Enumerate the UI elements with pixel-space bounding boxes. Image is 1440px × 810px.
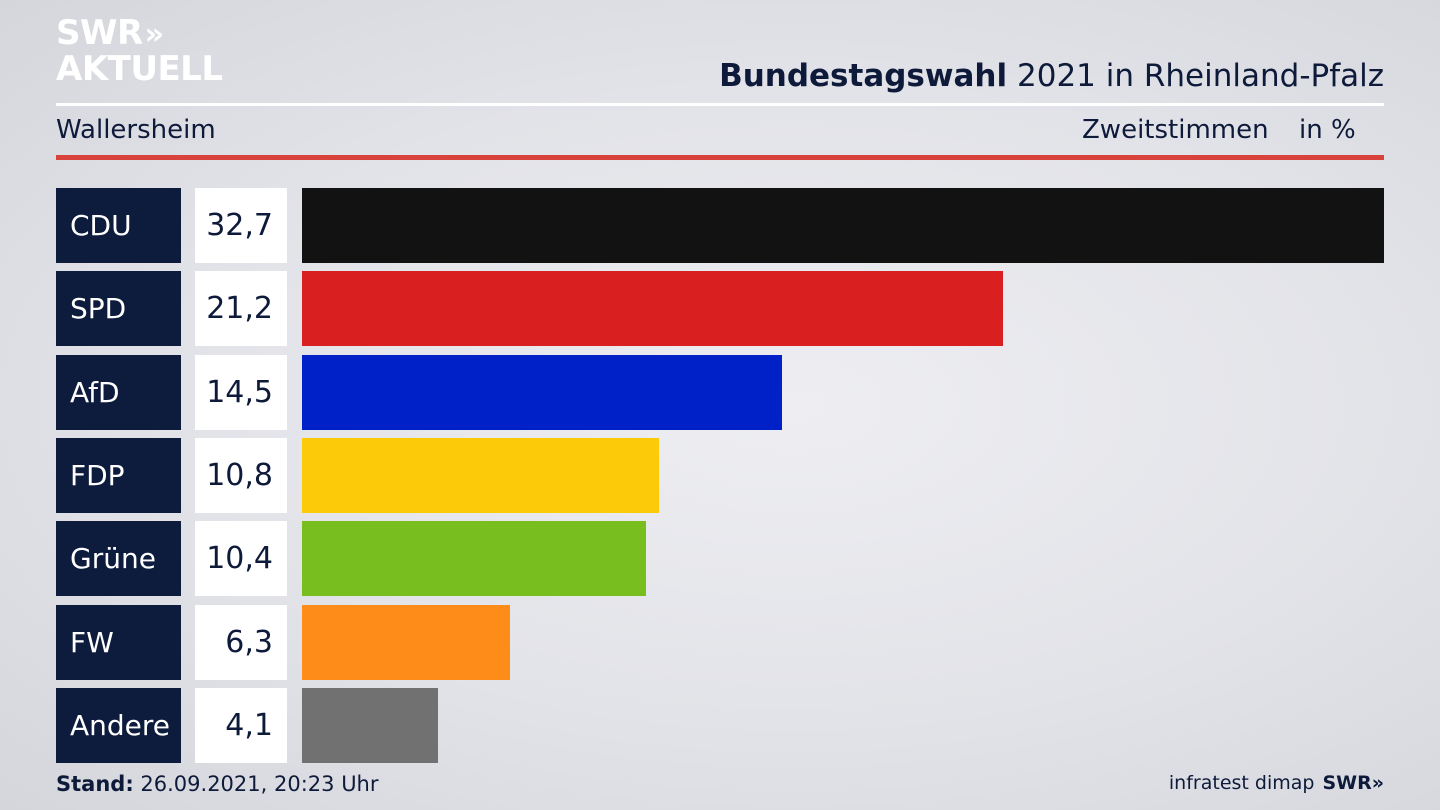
timestamp: Stand: 26.09.2021, 20:23 Uhr bbox=[56, 772, 379, 796]
party-label-afd: AfD bbox=[56, 355, 181, 430]
value-label-gruene: 10,4 bbox=[195, 521, 287, 596]
party-label-gruene: Grüne bbox=[56, 521, 181, 596]
swr-small-logo: SWR» bbox=[1322, 772, 1384, 794]
party-label-fdp: FDP bbox=[56, 438, 181, 513]
value-label-spd: 21,2 bbox=[195, 271, 287, 346]
header-divider bbox=[56, 103, 1384, 106]
logo-line2: AKTUELL bbox=[56, 49, 223, 89]
party-label-andere: Andere bbox=[56, 688, 181, 763]
chart-title: Bundestagswahl 2021 in Rheinland-Pfalz bbox=[719, 58, 1384, 94]
bar-cdu bbox=[302, 188, 1384, 263]
source-name: infratest dimap bbox=[1168, 772, 1315, 794]
bar-fdp bbox=[302, 438, 659, 513]
value-label-andere: 4,1 bbox=[195, 688, 287, 763]
party-label-spd: SPD bbox=[56, 271, 181, 346]
party-label-cdu: CDU bbox=[56, 188, 181, 263]
unit-label: in % bbox=[1299, 115, 1356, 145]
bar-andere bbox=[302, 688, 438, 763]
bar-spd bbox=[302, 271, 1003, 346]
location-label: Wallersheim bbox=[56, 115, 216, 145]
source-credit: infratest dimap SWR» bbox=[1169, 772, 1384, 794]
logo-line1: SWR bbox=[56, 13, 143, 53]
measure-label: Zweitstimmen bbox=[1082, 115, 1269, 145]
swr-aktuell-logo: SWR» AKTUELL bbox=[56, 16, 223, 87]
party-label-fw: FW bbox=[56, 605, 181, 680]
stand-value: 26.09.2021, 20:23 Uhr bbox=[140, 772, 379, 796]
value-label-fdp: 10,8 bbox=[195, 438, 287, 513]
value-label-fw: 6,3 bbox=[195, 605, 287, 680]
stand-label: Stand: bbox=[56, 772, 134, 796]
bar-afd bbox=[302, 355, 782, 430]
bar-fw bbox=[302, 605, 510, 680]
value-label-cdu: 32,7 bbox=[195, 188, 287, 263]
bar-gruene bbox=[302, 521, 646, 596]
title-bold: Bundestagswahl bbox=[719, 58, 1008, 94]
value-label-afd: 14,5 bbox=[195, 355, 287, 430]
accent-divider bbox=[56, 155, 1384, 160]
title-rest: 2021 in Rheinland-Pfalz bbox=[1017, 58, 1384, 94]
